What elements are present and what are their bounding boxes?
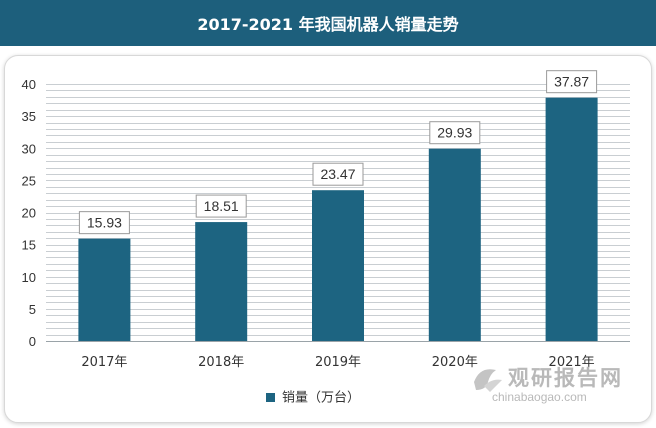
y-tick-label: 5 [29, 302, 36, 317]
y-tick-label: 40 [22, 77, 36, 92]
watermark-brand: 观研报告网 [508, 366, 623, 390]
data-label: 29.93 [437, 125, 472, 141]
x-tick-label: 2018年 [198, 355, 244, 370]
legend-label: 销量（万台） [282, 391, 360, 406]
x-tick-label: 2017年 [81, 355, 127, 370]
data-label-box [546, 70, 598, 94]
x-tick-label: 2020年 [432, 355, 478, 370]
y-tick-label: 25 [22, 173, 36, 188]
bar [78, 238, 131, 341]
x-tick-label: 2021年 [549, 355, 595, 370]
y-tick-label: 0 [29, 334, 36, 349]
data-label: 18.51 [204, 198, 239, 214]
watermark: 观研报告网 chinabaogao.com [470, 360, 645, 410]
x-tick-label: 2019年 [315, 355, 361, 370]
data-label-box [312, 162, 364, 186]
y-tick-label: 30 [22, 141, 36, 156]
legend-swatch [266, 393, 275, 402]
data-label: 15.93 [87, 215, 122, 231]
watermark-site: chinabaogao.com [492, 390, 587, 404]
y-tick-label: 10 [22, 270, 36, 285]
watermark-logo-icon [474, 369, 502, 392]
bar [195, 222, 248, 341]
bar [545, 97, 598, 342]
data-label-box [195, 194, 247, 218]
y-tick-label: 20 [22, 206, 36, 221]
data-label-box [429, 121, 481, 145]
y-tick-label: 35 [22, 109, 36, 124]
data-label: 23.47 [320, 166, 355, 182]
y-tick-label: 15 [22, 238, 36, 253]
bar [312, 190, 364, 341]
bar [428, 148, 481, 341]
chart-title: 2017-2021 年我国机器人销量走势 [197, 15, 459, 34]
data-label-box [78, 211, 130, 235]
chart-title-bar: 2017-2021 年我国机器人销量走势 [0, 0, 656, 46]
data-label: 37.87 [554, 74, 589, 90]
